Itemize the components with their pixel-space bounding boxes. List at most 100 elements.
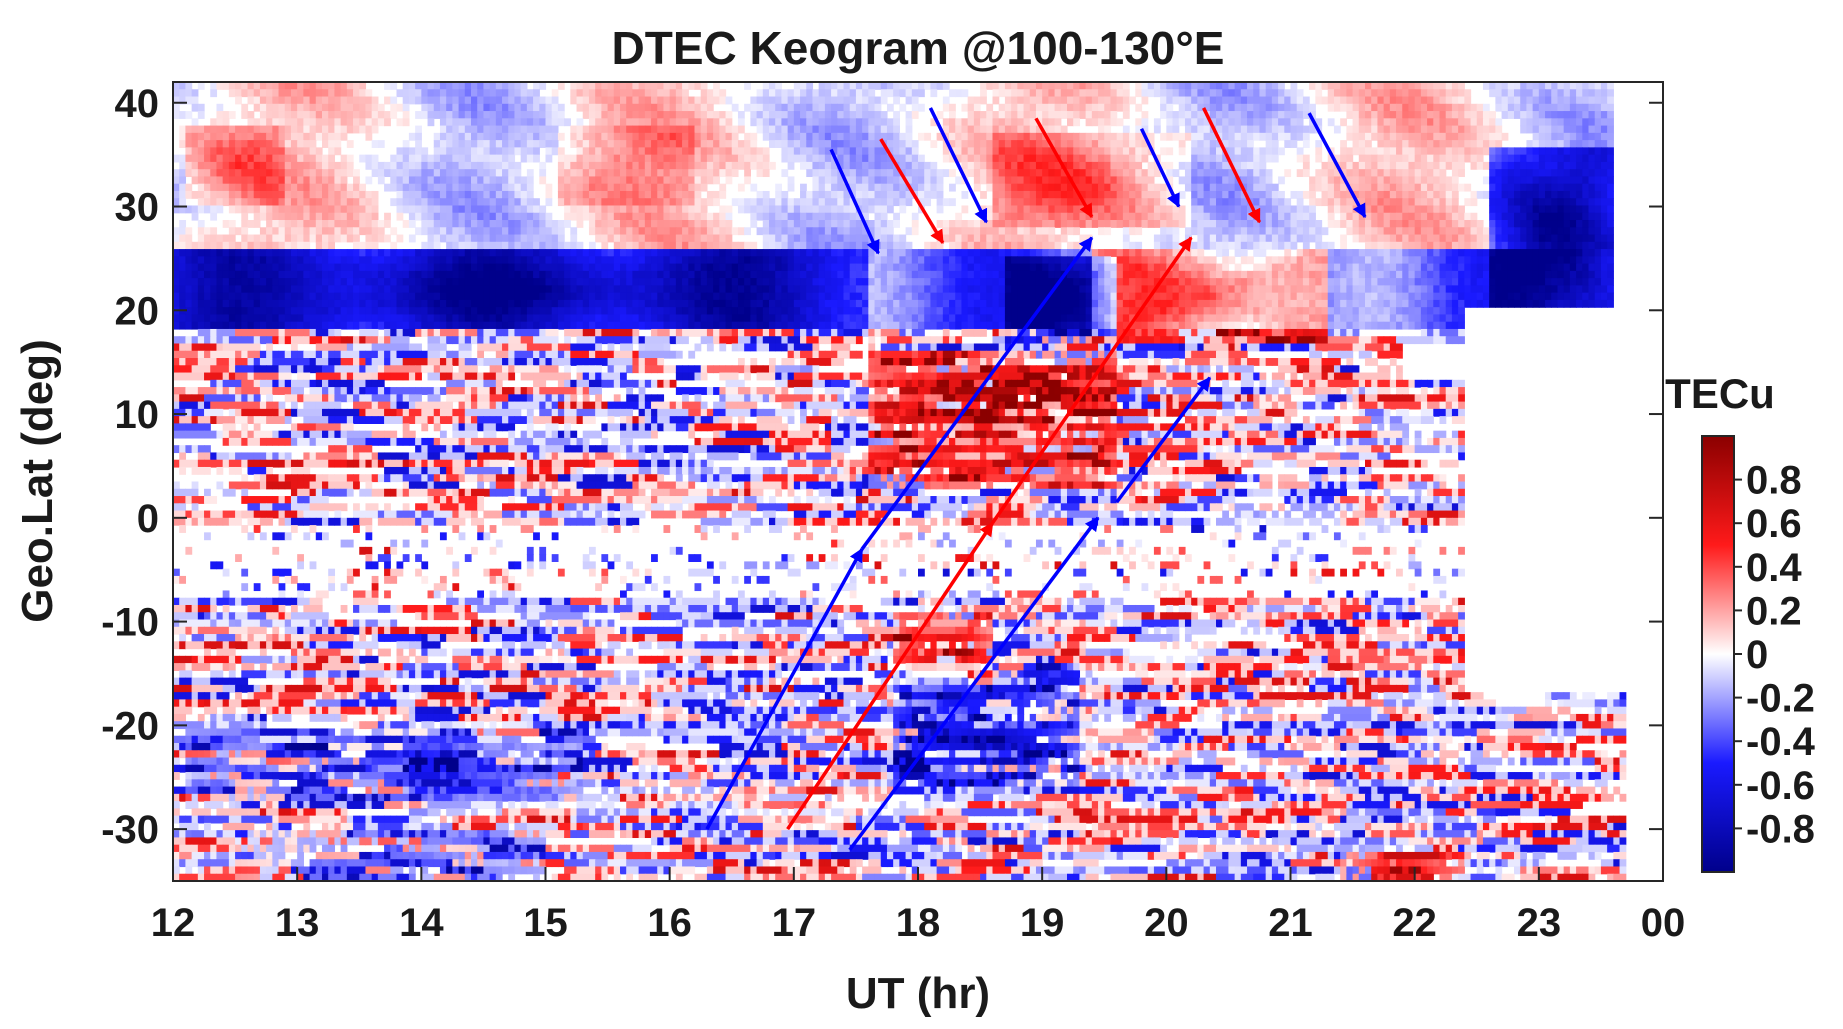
heatmap-cell bbox=[1569, 205, 1577, 214]
heatmap-cell bbox=[1222, 154, 1230, 163]
heatmap-cell bbox=[613, 140, 621, 148]
heatmap-cell bbox=[595, 111, 602, 119]
heatmap-cell bbox=[508, 125, 516, 134]
heatmap-cell bbox=[204, 169, 211, 178]
heatmap-cell bbox=[1029, 169, 1037, 178]
heatmap-cell bbox=[849, 154, 857, 163]
heatmap-cell bbox=[452, 125, 460, 134]
heatmap-cell bbox=[259, 190, 267, 199]
heatmap-cell bbox=[1017, 212, 1025, 221]
heatmap-cell bbox=[669, 234, 677, 243]
heatmap-cell bbox=[502, 125, 509, 134]
heatmap-cell bbox=[570, 89, 578, 98]
heatmap-cell bbox=[284, 183, 292, 192]
heatmap-cell bbox=[1501, 154, 1509, 163]
heatmap-cell bbox=[1470, 249, 1478, 257]
heatmap-cell bbox=[1110, 111, 1118, 119]
heatmap-cell bbox=[483, 212, 491, 221]
heatmap-cell bbox=[1135, 132, 1143, 141]
heatmap-cell bbox=[1365, 176, 1372, 185]
heatmap-cell bbox=[421, 103, 429, 112]
heatmap-cell bbox=[365, 89, 373, 98]
heatmap-cell bbox=[1594, 234, 1602, 243]
heatmap-cell bbox=[1259, 103, 1267, 112]
heatmap-cell bbox=[191, 96, 199, 105]
heatmap-cell bbox=[781, 111, 789, 119]
heatmap-cell bbox=[1594, 183, 1602, 192]
heatmap-cell bbox=[427, 161, 435, 170]
heatmap-cell bbox=[862, 190, 869, 199]
heatmap-cell bbox=[508, 169, 516, 178]
heatmap-cell bbox=[713, 169, 720, 178]
heatmap-cell bbox=[1191, 103, 1198, 112]
heatmap-cell bbox=[1048, 132, 1056, 141]
heatmap-cell bbox=[322, 96, 329, 105]
heatmap-cell bbox=[626, 198, 634, 207]
heatmap-cell bbox=[266, 103, 273, 112]
heatmap-cell bbox=[1309, 212, 1316, 221]
heatmap-cell bbox=[1532, 89, 1540, 98]
heatmap-cell bbox=[408, 220, 416, 228]
heatmap-cell bbox=[1135, 125, 1143, 134]
heatmap-cell bbox=[706, 147, 714, 156]
heatmap-cell bbox=[769, 212, 776, 221]
heatmap-cell bbox=[1526, 111, 1534, 119]
heatmap-cell bbox=[514, 198, 522, 207]
heatmap-cell bbox=[1594, 227, 1602, 236]
heatmap-cell bbox=[744, 82, 751, 90]
heatmap-cell bbox=[1526, 205, 1534, 214]
heatmap-cell bbox=[1371, 212, 1379, 221]
heatmap-cell bbox=[725, 96, 733, 105]
heatmap-cell bbox=[1122, 234, 1130, 243]
heatmap-cell bbox=[595, 220, 602, 228]
heatmap-cell bbox=[806, 190, 814, 199]
heatmap-cell bbox=[1538, 96, 1546, 105]
heatmap-cell bbox=[1414, 234, 1422, 243]
heatmap-cell bbox=[1278, 176, 1285, 185]
heatmap-cell bbox=[949, 169, 956, 178]
heatmap-cell bbox=[1427, 103, 1434, 112]
heatmap-cell bbox=[675, 147, 683, 156]
heatmap-cell bbox=[1029, 176, 1037, 185]
heatmap-cell bbox=[1098, 212, 1105, 221]
heatmap-cell bbox=[570, 205, 578, 214]
heatmap-cell bbox=[502, 140, 509, 148]
heatmap-cell bbox=[210, 212, 218, 221]
heatmap-cell bbox=[949, 154, 956, 163]
heatmap-cell bbox=[1073, 82, 1081, 90]
heatmap-cell bbox=[576, 249, 584, 257]
heatmap-cell bbox=[1451, 241, 1459, 250]
heatmap-cell bbox=[415, 140, 422, 148]
heatmap-cell bbox=[936, 241, 944, 250]
heatmap-cell bbox=[408, 256, 416, 265]
heatmap-cell bbox=[1203, 205, 1211, 214]
heatmap-cell bbox=[1396, 212, 1403, 221]
heatmap-cell bbox=[439, 103, 447, 112]
heatmap-cell bbox=[855, 169, 863, 178]
heatmap-cell bbox=[1321, 169, 1329, 178]
heatmap-cell bbox=[464, 147, 472, 156]
heatmap-cell bbox=[868, 82, 876, 90]
heatmap-cell bbox=[613, 161, 621, 170]
heatmap-cell bbox=[750, 241, 758, 250]
heatmap-cell bbox=[526, 169, 534, 178]
heatmap-cell bbox=[253, 118, 261, 127]
heatmap-cell bbox=[1048, 147, 1056, 156]
heatmap-cell bbox=[725, 205, 733, 214]
heatmap-cell bbox=[1091, 176, 1099, 185]
heatmap-cell bbox=[322, 256, 329, 265]
heatmap-cell bbox=[1582, 132, 1590, 141]
heatmap-cell bbox=[1433, 183, 1441, 192]
heatmap-cell bbox=[1259, 198, 1267, 207]
heatmap-cell bbox=[1576, 176, 1583, 185]
heatmap-cell bbox=[210, 82, 218, 90]
heatmap-cell bbox=[706, 227, 714, 236]
heatmap-cell bbox=[297, 154, 304, 163]
heatmap-cell bbox=[1607, 241, 1614, 250]
heatmap-cell bbox=[1178, 190, 1186, 199]
heatmap-cell bbox=[197, 140, 205, 148]
heatmap-cell bbox=[1569, 82, 1577, 90]
heatmap-cell bbox=[1501, 190, 1509, 199]
heatmap-cell bbox=[769, 249, 776, 257]
heatmap-cell bbox=[1600, 190, 1608, 199]
